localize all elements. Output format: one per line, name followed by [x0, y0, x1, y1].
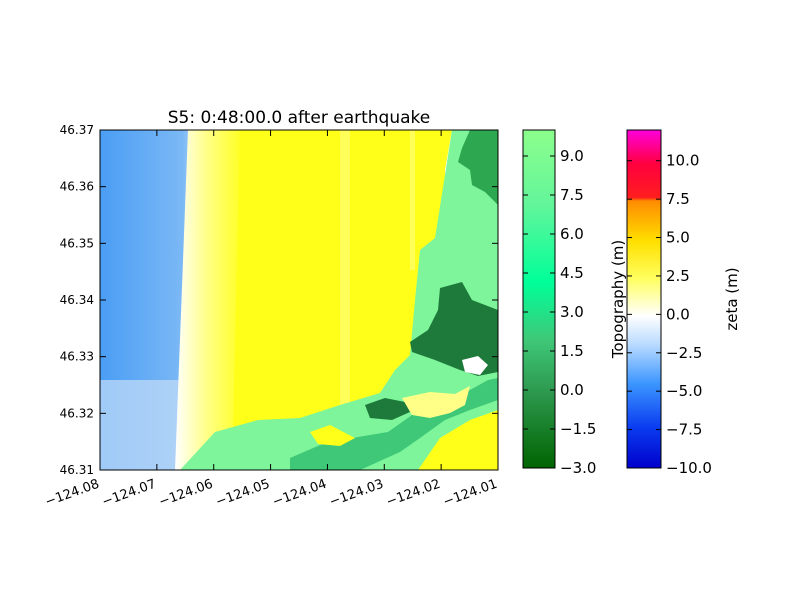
colorbar-tick-label: 6.0 [560, 225, 584, 243]
zeta-colorbar-ticks: −10.0 −7.5 −5.0 −2.5 0.0 2.5 5.0 7.5 10.0 [627, 152, 712, 477]
x-tick-label: −124.02 [384, 477, 442, 510]
y-tick-label: 46.31 [60, 463, 94, 477]
y-tick-label: 46.33 [60, 350, 94, 364]
heatmap-field [100, 130, 498, 470]
colorbar-tick-label: 10.0 [666, 152, 699, 170]
colorbar-tick-label: −7.5 [666, 421, 702, 439]
colorbar-tick-label: −2.5 [666, 344, 702, 362]
x-tick-label: −124.03 [328, 477, 386, 510]
colorbar-tick-label: 9.0 [560, 147, 584, 165]
surf-zone [175, 130, 245, 470]
x-tick-label: −124.06 [157, 477, 215, 510]
y-tick-label: 46.36 [60, 180, 94, 194]
colorbar-tick-label: 5.0 [666, 229, 690, 247]
colorbar-tick-label: 1.5 [560, 342, 584, 360]
water-pool [462, 356, 488, 375]
channel-region [310, 425, 355, 446]
y-tick-label: 46.35 [60, 236, 94, 250]
land-region [180, 130, 498, 470]
colorbar-tick-label: 2.5 [666, 267, 690, 285]
nearshore-region [100, 380, 190, 470]
y-axis-ticks: 46.31 46.32 46.33 46.34 46.35 46.36 46.37 [60, 123, 498, 477]
topography-colorbar-ticks: −3.0 −1.5 0.0 1.5 3.0 4.5 6.0 7.5 9.0 [523, 147, 596, 477]
y-tick-label: 46.34 [60, 293, 94, 307]
colorbar-tick-label: −10.0 [666, 459, 712, 477]
land-low-region [410, 282, 498, 376]
land-low-region [458, 130, 498, 205]
topography-colorbar [522, 129, 556, 469]
channel-region [402, 386, 470, 418]
colorbar-tick-label: 3.0 [560, 303, 584, 321]
x-tick-label: −124.01 [441, 477, 499, 510]
y-tick-label: 46.32 [60, 406, 94, 420]
colorbar-tick-label: 4.5 [560, 264, 584, 282]
colorbar-tick-label: 0.0 [666, 305, 690, 323]
topography-colorbar-label: Topography (m) [609, 240, 627, 359]
colorbar-tick-label: 7.5 [666, 190, 690, 208]
colorbar-tick-label: 7.5 [560, 186, 584, 204]
zeta-colorbar-label: zeta (m) [723, 267, 741, 330]
chart-title: S5: 0:48:00.0 after earthquake [168, 108, 431, 128]
flow-streak [340, 130, 350, 470]
zeta-colorbar [626, 129, 662, 469]
x-tick-label: −124.07 [100, 477, 158, 510]
colorbar-tick-label: −5.0 [666, 382, 702, 400]
colorbar-tick-label: 0.0 [560, 381, 584, 399]
channel-region [418, 410, 498, 470]
colorbar-tick-label: −3.0 [560, 459, 596, 477]
x-tick-label: −124.05 [214, 477, 272, 510]
x-tick-label: −124.04 [271, 477, 329, 510]
land-low-region [365, 398, 410, 420]
x-tick-label: −124.08 [43, 477, 101, 510]
y-tick-label: 46.37 [60, 123, 94, 137]
colorbar-tick-label: −1.5 [560, 420, 596, 438]
flow-streak [410, 130, 415, 270]
